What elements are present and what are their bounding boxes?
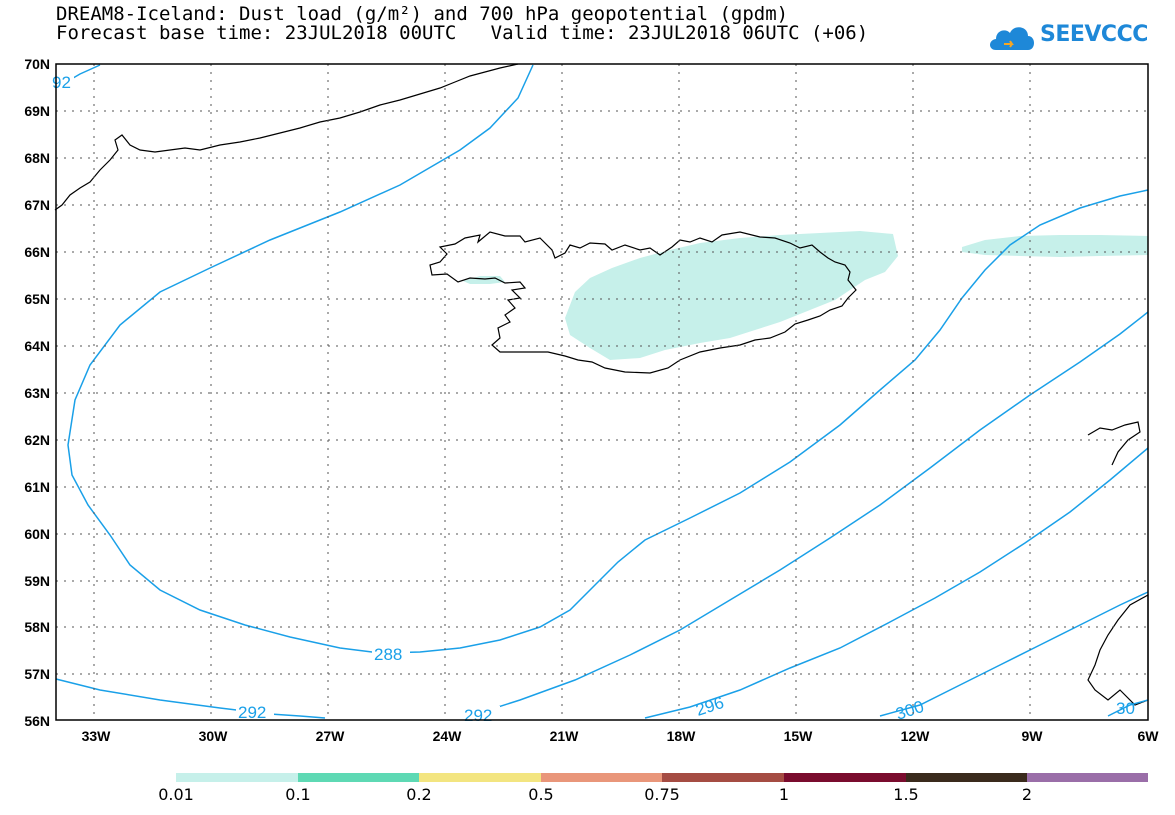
map-frame xyxy=(55,63,1149,721)
coastlines xyxy=(54,63,1149,706)
lat-label: 62N xyxy=(24,432,50,448)
lat-label: 57N xyxy=(24,666,50,682)
contours xyxy=(55,64,1149,719)
lat-label: 70N xyxy=(24,56,50,72)
lat-label: 61N xyxy=(24,479,50,495)
dust-area-iceland xyxy=(565,231,898,360)
contour-label-304: 30 xyxy=(1116,699,1135,718)
lon-label: 33W xyxy=(82,728,112,744)
logo-text: SEEVCCC xyxy=(1040,22,1148,47)
lon-label: 30W xyxy=(199,728,229,744)
lat-label: 67N xyxy=(24,197,50,213)
colorbar-swatch xyxy=(662,773,784,782)
contour-300 xyxy=(879,591,1149,717)
lon-label: 9W xyxy=(1022,728,1044,744)
lat-label: 65N xyxy=(24,291,50,307)
colorbar-label: 0.75 xyxy=(644,785,680,804)
coastline-greenland xyxy=(54,63,519,211)
lat-label: 69N xyxy=(24,103,50,119)
colorbar-swatch xyxy=(419,773,541,782)
cloud-logo-icon xyxy=(990,27,1034,50)
contour-label-292-left: 292 xyxy=(238,703,266,722)
lon-label: 24W xyxy=(433,728,463,744)
colorbar-label: 0.2 xyxy=(406,785,432,804)
contour-304 xyxy=(1107,699,1149,717)
colorbar-label: 0.1 xyxy=(285,785,311,804)
colorbar-label: 0.5 xyxy=(528,785,554,804)
colorbar-swatch xyxy=(906,773,1027,782)
lon-label: 18W xyxy=(667,728,697,744)
contour-label-292-mid: 292 xyxy=(464,706,492,725)
lat-label: 60N xyxy=(24,526,50,542)
contour-label-92: 92 xyxy=(52,73,71,92)
colorbar-swatch xyxy=(1027,773,1148,782)
contour-288 xyxy=(67,64,1149,654)
lat-label: 66N xyxy=(24,244,50,260)
lat-label: 58N xyxy=(24,619,50,635)
map-title-line1: DREAM8-Iceland: Dust load (g/m²) and 700… xyxy=(56,3,789,25)
lat-label: 59N xyxy=(24,573,50,589)
coastline-iceland xyxy=(429,231,857,374)
contour-292-bottom xyxy=(55,678,326,719)
lat-label: 56N xyxy=(24,713,50,729)
gridlines xyxy=(56,64,1148,720)
colorbar-label: 1 xyxy=(778,785,790,804)
colorbar-swatch xyxy=(176,773,298,782)
dust-area-east xyxy=(962,235,1148,257)
coastline-scotland xyxy=(1087,593,1149,706)
colorbar xyxy=(176,773,1148,782)
colorbar-swatch xyxy=(298,773,419,782)
dust-areas xyxy=(463,231,1148,360)
colorbar-label: 0.01 xyxy=(158,785,194,804)
lon-label: 21W xyxy=(550,728,580,744)
lon-label: 6W xyxy=(1138,728,1160,744)
lon-label: 12W xyxy=(901,728,931,744)
contour-label-296: 296 xyxy=(693,693,726,720)
coastline-faroe xyxy=(1087,421,1141,466)
colorbar-swatch xyxy=(541,773,662,782)
colorbar-label: 2 xyxy=(1021,785,1033,804)
map-title-line2: Forecast base time: 23JUL2018 00UTC Vali… xyxy=(56,22,869,44)
lat-label: 63N xyxy=(24,385,50,401)
contour-296 xyxy=(644,447,1149,719)
contour-label-288: 288 xyxy=(374,645,402,664)
contour-292-mid xyxy=(469,311,1149,717)
colorbar-swatch xyxy=(784,773,906,782)
lon-label: 15W xyxy=(784,728,814,744)
colorbar-label: 1.5 xyxy=(893,785,919,804)
lat-label: 68N xyxy=(24,150,50,166)
lon-label: 27W xyxy=(316,728,346,744)
lat-label: 64N xyxy=(24,338,50,354)
